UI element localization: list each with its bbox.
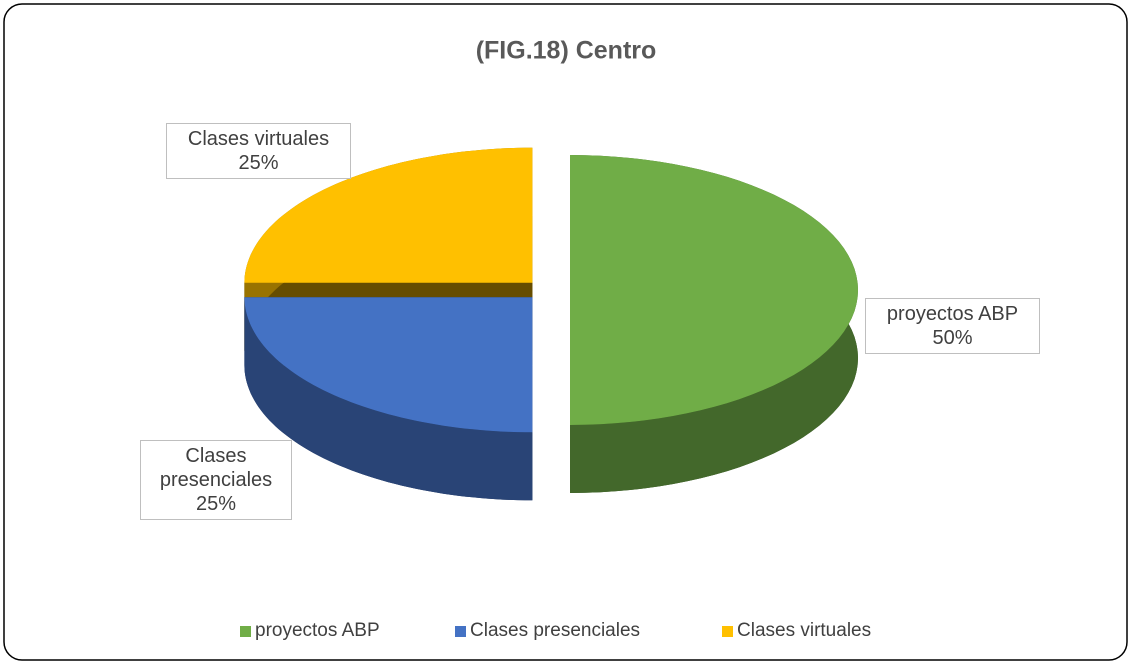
- legend-swatch: [240, 625, 251, 637]
- legend-swatch: [722, 625, 733, 637]
- legend-label: proyectos ABP: [255, 620, 380, 641]
- slice: [244, 297, 533, 433]
- data-label-value: 50%: [932, 327, 973, 349]
- data-label-name: proyectos ABP: [886, 303, 1019, 325]
- data-label-value: 25%: [195, 493, 237, 515]
- data-label: proyectos ABP 50%: [865, 298, 1040, 354]
- slice-side: [244, 297, 533, 501]
- data-label-name: Clases presenciales: [159, 445, 273, 491]
- legend-label: Clases presenciales: [470, 620, 641, 641]
- data-label: Clases virtuales 25%: [166, 123, 351, 179]
- data-label: Clases presenciales 25%: [140, 440, 292, 520]
- slice: [244, 147, 533, 283]
- data-label-value: 25%: [238, 152, 279, 174]
- legend-item: proyectos ABP: [240, 620, 380, 642]
- legend-label: Clases virtuales: [737, 620, 872, 641]
- data-label-name: Clases virtuales: [187, 128, 330, 150]
- legend-swatch: [455, 625, 466, 637]
- slice: [570, 155, 858, 425]
- legend-item: Clases virtuales: [722, 620, 871, 642]
- chart-title: (FIG.18) Centro: [476, 37, 657, 65]
- legend-item: Clases presenciales: [455, 620, 640, 642]
